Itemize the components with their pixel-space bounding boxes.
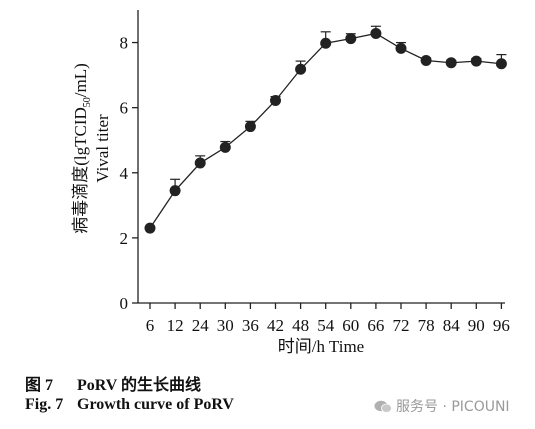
figure-title-en: Growth curve of PoRV [77,396,234,413]
x-axis-title: 时间/h Time [278,337,364,356]
data-point [345,33,357,45]
data-point [320,37,332,49]
data-point [295,63,307,75]
y-tick-label: 4 [120,164,129,183]
data-point [470,55,482,67]
watermark: 服务号 · PICOUNI [374,396,510,416]
data-point [219,141,231,153]
watermark-text: 服务号 · PICOUNI [396,399,510,415]
x-tick-label: 54 [317,316,335,335]
figure-number-en: Fig. 7 [25,396,64,413]
y-axis-title-en: Vival titer [93,114,112,183]
data-point [420,54,432,66]
x-tick-label: 36 [242,316,259,335]
data-point [445,57,457,69]
x-tick-label: 78 [418,316,435,335]
figure-caption-en: Fig. 7 Growth curve of PoRV [25,396,234,414]
data-point [495,58,507,70]
y-axis-title-cn: 病毒滴度(lgTCID50/mL) [71,63,93,234]
figure-title-cn: PoRV 的生长曲线 [77,377,202,394]
x-tick-label: 6 [146,316,155,335]
data-point [270,95,281,107]
x-tick-label: 66 [367,316,384,335]
figure-caption-cn: 图 7 PoRV 的生长曲线 [25,371,201,395]
x-tick-label: 96 [493,316,510,335]
x-tick-label: 60 [342,316,359,335]
x-tick-label: 30 [217,316,234,335]
y-tick-label: 0 [120,294,129,313]
x-tick-label: 12 [167,316,184,335]
y-tick-label: 2 [120,229,129,248]
data-point [144,222,156,234]
error-bars [170,25,507,191]
x-tick-label: 42 [267,316,284,335]
data-point [244,121,256,133]
y-tick-label: 8 [120,34,129,53]
x-tick-label: 48 [292,316,309,335]
data-points [144,27,507,234]
chart-axes [132,10,505,309]
wechat-icon [374,400,392,413]
y-tick-label: 6 [120,99,129,118]
data-point [194,157,206,169]
data-point [169,185,181,197]
figure-number-cn: 图 7 [25,377,54,394]
data-point [370,27,382,39]
x-tick-label: 72 [393,316,410,335]
x-tick-label: 84 [443,316,461,335]
data-point [395,42,407,54]
x-tick-label: 24 [192,316,210,335]
x-tick-label: 90 [468,316,485,335]
